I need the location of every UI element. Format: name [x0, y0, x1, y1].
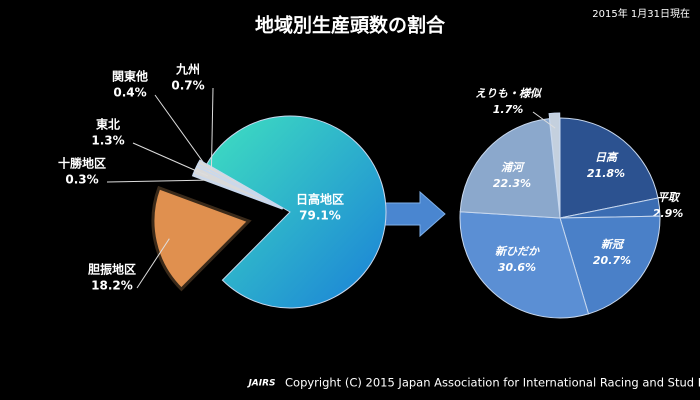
logo: JAIRS: [246, 379, 275, 389]
pie-slice: [559, 117, 659, 219]
slice-label: 九州: [175, 62, 200, 77]
slice-value-label: 21.8%: [587, 167, 625, 180]
slice-value-label: 20.7%: [593, 254, 631, 267]
slice-label: 平取: [657, 191, 681, 204]
pie-slice: [151, 185, 252, 292]
slice-value-label: 0.4%: [113, 86, 146, 100]
leader-line: [106, 179, 207, 183]
note: 2015年 1月31日現在: [592, 7, 690, 20]
pie-slice: [459, 211, 590, 319]
slice-value-label: 22.3%: [493, 177, 531, 190]
leader-line: [136, 238, 170, 289]
leader-line: [210, 87, 214, 169]
pie-slice: [206, 115, 387, 309]
slice-label: 日高: [595, 151, 619, 164]
slice-label: えりも・様似: [475, 87, 543, 100]
pie-slice: [559, 215, 661, 315]
slice-value-label: 0.7%: [171, 79, 204, 93]
copyright: Copyright (C) 2015 Japan Association for…: [285, 376, 700, 390]
leader-line: [532, 111, 556, 129]
slice-label: 新ひだか: [495, 245, 540, 258]
pie-slice: [197, 159, 284, 209]
slice-label: 浦河: [501, 161, 526, 174]
slice-value-label: 0.3%: [65, 173, 98, 187]
slice-value-label: 79.1%: [299, 209, 341, 223]
slice-label: 胆振地区: [88, 262, 136, 277]
slice-value-label: 18.2%: [91, 279, 133, 293]
slice-label: 東北: [96, 117, 120, 132]
arrow: [384, 190, 446, 238]
leader-line: [154, 94, 211, 172]
pie-slice: [459, 118, 561, 219]
slice-value-label: 30.6%: [498, 261, 536, 274]
slice-label: 新冠: [601, 238, 625, 251]
leader-line: [132, 142, 209, 177]
title: 地域別生産頭数の割合: [255, 14, 446, 37]
slice-value-label: 1.3%: [91, 134, 124, 148]
slice-label: 関東他: [112, 69, 148, 84]
slice-label: 日高地区: [296, 192, 344, 207]
slice-label: 十勝地区: [58, 156, 106, 171]
slice-value-label: 1.7%: [493, 103, 524, 116]
pie-slice: [548, 112, 561, 214]
